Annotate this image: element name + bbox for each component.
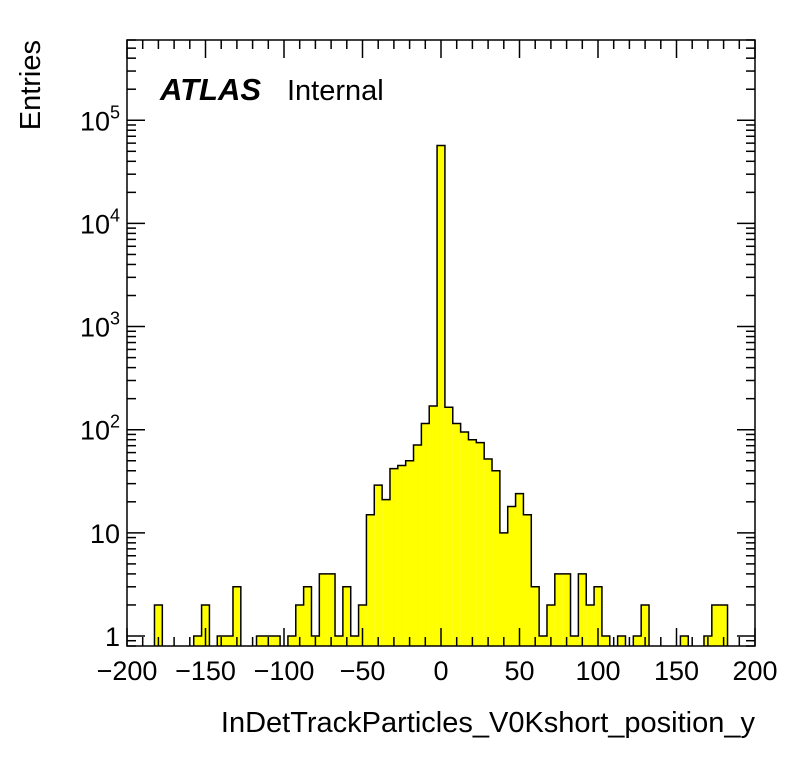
histogram-bar — [374, 485, 383, 646]
axis-ticks — [126, 39, 756, 647]
histogram-bar — [272, 636, 281, 646]
histogram-bar — [193, 636, 202, 646]
histogram-bar — [601, 636, 610, 646]
histogram-bar — [295, 604, 304, 646]
histogram-bar — [397, 465, 406, 646]
histogram-bar — [507, 506, 516, 646]
histogram-bar — [523, 514, 532, 646]
histogram-bar — [232, 586, 241, 646]
histogram-bar — [225, 636, 233, 646]
histogram-bar — [319, 573, 328, 646]
histogram-bar — [460, 432, 469, 646]
histogram-outline — [153, 144, 729, 646]
histogram-bar — [413, 445, 422, 646]
histogram-bar — [303, 586, 312, 646]
x-tick-label: −150 — [175, 656, 236, 686]
histogram-bar — [342, 586, 351, 646]
histogram-bar — [633, 636, 642, 646]
y-tick-label: 102 — [80, 412, 120, 446]
histogram-bar — [594, 586, 602, 646]
histogram-bar — [389, 468, 398, 646]
y-tick-label: 103 — [80, 309, 120, 343]
histogram-bar — [562, 573, 571, 646]
histogram-bar — [350, 636, 359, 646]
histogram-bar — [327, 573, 336, 646]
atlas-label: ATLAS — [159, 72, 261, 107]
x-tick-label: −200 — [97, 656, 158, 686]
histogram-bar — [711, 604, 720, 646]
histogram-bar — [492, 470, 500, 646]
histogram-bar — [421, 423, 430, 646]
histogram-bar — [499, 532, 508, 646]
histogram-bar — [405, 460, 414, 646]
x-tick-label: 0 — [433, 656, 448, 686]
histogram-bar — [437, 145, 445, 646]
histogram-bar — [382, 499, 390, 646]
histogram-bar — [680, 636, 689, 646]
histogram-bar — [641, 604, 650, 646]
histogram-bar — [539, 636, 547, 646]
y-axis-label: Entries — [15, 40, 47, 130]
histogram-bar — [484, 459, 493, 646]
x-tick-labels: −200 −150 −100 −50 0 50 100 150 200 — [97, 656, 778, 686]
histogram-bar — [429, 405, 438, 646]
internal-label: Internal — [287, 75, 384, 107]
y-tick-label: 10 — [90, 519, 120, 549]
histogram-bar — [476, 442, 485, 646]
x-tick-label: 100 — [575, 656, 620, 686]
histogram-bar — [546, 604, 555, 646]
histogram-bar — [366, 514, 375, 646]
y-tick-label: 104 — [80, 205, 120, 239]
histogram-bar — [554, 573, 563, 646]
x-axis-label: InDetTrackParticles_V0Kshort_position_y — [221, 707, 756, 739]
x-tick-label: −50 — [340, 656, 386, 686]
y-tick-labels: 1 10 102 103 104 105 — [80, 102, 120, 652]
histogram-bar — [358, 604, 367, 646]
histogram-bar — [468, 439, 477, 646]
histogram-bar — [617, 636, 626, 646]
histogram-bar — [444, 407, 453, 646]
histogram-bar — [515, 493, 524, 646]
histogram-bar — [578, 573, 587, 646]
histogram-bar — [256, 636, 265, 646]
y-tick-label: 105 — [80, 102, 120, 136]
x-tick-label: 50 — [504, 656, 534, 686]
histogram-bars — [154, 145, 728, 646]
histogram-bar — [335, 636, 343, 646]
x-tick-label: 200 — [732, 656, 777, 686]
y-tick-label: 1 — [105, 622, 120, 652]
x-tick-label: 150 — [654, 656, 699, 686]
histogram-bar — [570, 636, 579, 646]
histogram-bar — [154, 604, 163, 646]
histogram-bar — [201, 604, 210, 646]
histogram-bar — [452, 423, 461, 646]
histogram-bar — [287, 636, 296, 646]
histogram-bar — [719, 604, 728, 646]
x-tick-label: −100 — [254, 656, 315, 686]
histogram-bar — [531, 586, 540, 646]
histogram-bar — [586, 604, 595, 646]
